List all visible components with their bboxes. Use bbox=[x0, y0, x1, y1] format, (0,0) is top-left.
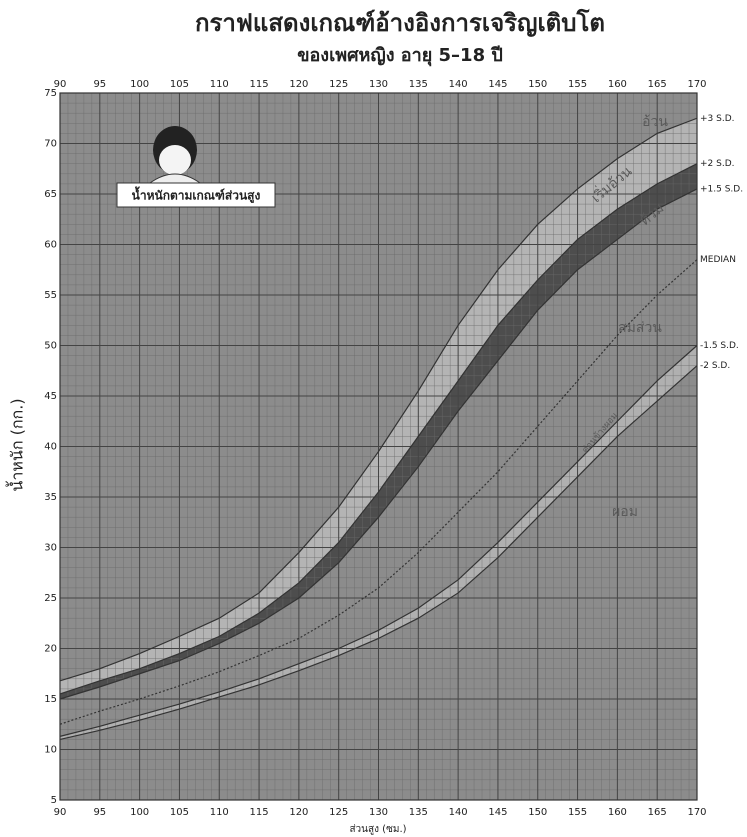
x-tick-label-top: 95 bbox=[93, 79, 106, 90]
zone-label: อ้วน bbox=[642, 114, 668, 130]
y-tick-label: 55 bbox=[44, 290, 57, 301]
y-tick-label: 70 bbox=[44, 139, 57, 150]
x-tick-label-top: 100 bbox=[130, 79, 149, 90]
x-tick-label: 120 bbox=[289, 807, 308, 818]
chart-title: กราฟแสดงเกณฑ์อ้างอิงการเจริญเติบโต bbox=[195, 8, 605, 37]
x-tick-label: 125 bbox=[329, 807, 348, 818]
y-axis-label: น้ำหนัก (กก.) bbox=[6, 398, 27, 491]
x-tick-label-top: 165 bbox=[648, 79, 667, 90]
chart: กราฟแสดงเกณฑ์อ้างอิงการเจริญเติบโต ของเพ… bbox=[0, 0, 747, 837]
x-tick-label: 170 bbox=[687, 807, 706, 818]
series-label: -2 S.D. bbox=[700, 361, 730, 371]
x-tick-label: 100 bbox=[130, 807, 149, 818]
y-tick-label: 15 bbox=[44, 694, 57, 705]
y-tick-label: 5 bbox=[51, 795, 57, 806]
series-label: MEDIAN bbox=[700, 255, 736, 265]
x-tick-label-top: 105 bbox=[170, 79, 189, 90]
series-label: +1.5 S.D. bbox=[700, 184, 743, 194]
y-tick-label: 60 bbox=[44, 240, 57, 251]
x-tick-label: 115 bbox=[250, 807, 269, 818]
series-label: +3 S.D. bbox=[700, 114, 735, 124]
x-tick-label-top: 130 bbox=[369, 79, 388, 90]
x-tick-label: 140 bbox=[449, 807, 468, 818]
y-tick-label: 30 bbox=[44, 543, 57, 554]
x-tick-label-top: 135 bbox=[409, 79, 428, 90]
zone-label: สมส่วน bbox=[618, 320, 662, 336]
x-tick-label: 90 bbox=[54, 807, 67, 818]
x-tick-label: 165 bbox=[648, 807, 667, 818]
chart-subtitle: ของเพศหญิง อายุ 5–18 ปี bbox=[297, 45, 503, 67]
x-tick-label: 105 bbox=[170, 807, 189, 818]
x-tick-label: 135 bbox=[409, 807, 428, 818]
y-tick-label: 35 bbox=[44, 492, 57, 503]
x-tick-label: 150 bbox=[528, 807, 547, 818]
y-tick-label: 20 bbox=[44, 644, 57, 655]
y-tick-label: 40 bbox=[44, 442, 57, 453]
series-label: +2 S.D. bbox=[700, 159, 735, 169]
x-tick-label: 155 bbox=[568, 807, 587, 818]
x-tick-label-top: 120 bbox=[289, 79, 308, 90]
x-tick-label: 130 bbox=[369, 807, 388, 818]
y-tick-label: 50 bbox=[44, 341, 57, 352]
x-tick-label: 95 bbox=[93, 807, 106, 818]
x-tick-label-top: 140 bbox=[449, 79, 468, 90]
x-tick-label-top: 110 bbox=[210, 79, 229, 90]
y-tick-label: 65 bbox=[44, 189, 57, 200]
series-label: -1.5 S.D. bbox=[700, 341, 739, 351]
y-tick-label: 45 bbox=[44, 391, 57, 402]
girl-face bbox=[159, 145, 191, 175]
x-tick-label: 110 bbox=[210, 807, 229, 818]
y-tick-label: 25 bbox=[44, 593, 57, 604]
x-tick-label-top: 125 bbox=[329, 79, 348, 90]
zone-label: ผอม bbox=[612, 504, 638, 520]
x-tick-label: 160 bbox=[608, 807, 627, 818]
y-tick-label: 75 bbox=[44, 88, 57, 99]
x-tick-label: 145 bbox=[488, 807, 507, 818]
x-tick-label-top: 150 bbox=[528, 79, 547, 90]
x-tick-label-top: 160 bbox=[608, 79, 627, 90]
x-axis-label: ส่วนสูง (ซม.) bbox=[349, 824, 406, 835]
y-tick-label: 10 bbox=[44, 745, 57, 756]
x-tick-label-top: 145 bbox=[488, 79, 507, 90]
box-label: น้ำหนักตามเกณฑ์ส่วนสูง bbox=[132, 186, 261, 204]
x-tick-label-top: 115 bbox=[250, 79, 269, 90]
x-tick-label-top: 170 bbox=[687, 79, 706, 90]
x-tick-label-top: 155 bbox=[568, 79, 587, 90]
